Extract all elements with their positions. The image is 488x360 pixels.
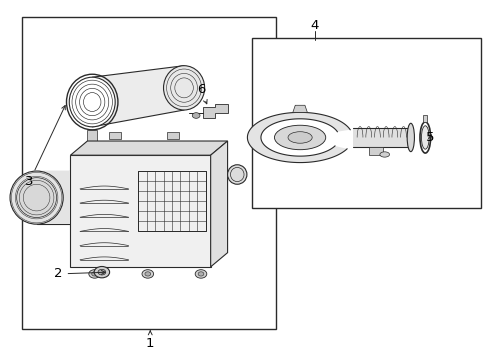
- Text: 2: 2: [54, 267, 105, 280]
- Circle shape: [89, 270, 100, 278]
- Circle shape: [92, 272, 97, 276]
- Polygon shape: [92, 66, 183, 127]
- Polygon shape: [247, 112, 349, 163]
- Circle shape: [142, 270, 153, 278]
- Ellipse shape: [69, 77, 115, 127]
- Polygon shape: [70, 155, 210, 267]
- Bar: [368, 147, 383, 155]
- Text: 4: 4: [310, 19, 318, 32]
- Polygon shape: [87, 130, 97, 141]
- Ellipse shape: [10, 171, 63, 224]
- Polygon shape: [188, 104, 227, 118]
- Polygon shape: [292, 105, 307, 112]
- Ellipse shape: [287, 132, 311, 143]
- Ellipse shape: [163, 66, 204, 110]
- Polygon shape: [352, 127, 410, 147]
- Polygon shape: [37, 171, 70, 224]
- Text: 3: 3: [25, 105, 65, 188]
- Text: 1: 1: [146, 331, 154, 350]
- Polygon shape: [70, 141, 227, 155]
- Bar: [251, 38, 480, 208]
- Ellipse shape: [379, 152, 389, 157]
- Circle shape: [98, 269, 105, 275]
- Ellipse shape: [274, 125, 325, 150]
- Bar: [167, 132, 179, 139]
- Ellipse shape: [227, 165, 246, 184]
- Circle shape: [195, 270, 206, 278]
- Circle shape: [94, 266, 109, 278]
- Bar: [22, 17, 275, 329]
- Bar: [109, 132, 121, 139]
- Polygon shape: [210, 141, 227, 267]
- Circle shape: [198, 272, 203, 276]
- Bar: [138, 171, 205, 231]
- Ellipse shape: [421, 126, 428, 149]
- Circle shape: [192, 113, 200, 118]
- Ellipse shape: [17, 178, 57, 217]
- Text: 6: 6: [196, 83, 207, 104]
- Ellipse shape: [407, 123, 414, 152]
- Polygon shape: [423, 115, 427, 122]
- Circle shape: [144, 272, 150, 276]
- Text: 5: 5: [426, 131, 434, 144]
